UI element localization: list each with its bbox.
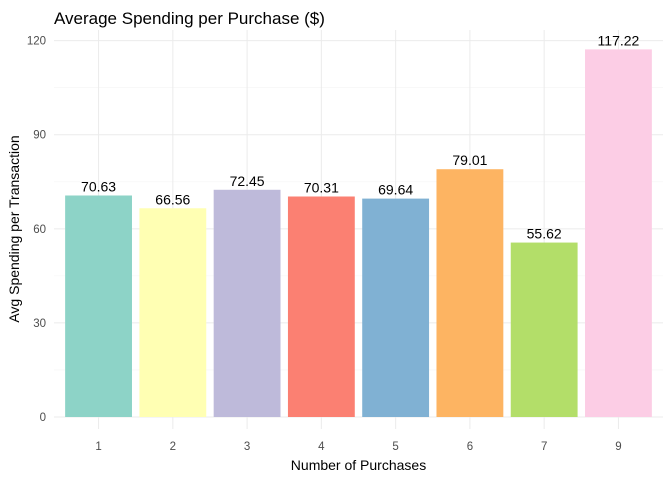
x-tick-label: 7: [541, 441, 547, 453]
data-label: 70.31: [304, 179, 339, 195]
bar: [510, 242, 578, 417]
bar: [139, 208, 207, 417]
y-tick-label: 90: [33, 130, 46, 142]
x-tick-label: 6: [467, 441, 473, 453]
y-tick-label: 60: [33, 224, 46, 236]
y-tick-label: 120: [27, 36, 46, 48]
data-label: 66.56: [155, 191, 190, 207]
x-tick-label: 4: [318, 441, 325, 453]
x-axis-ticks: 1 2 3 4 5 6 7 9: [95, 441, 621, 453]
y-tick-label: 30: [33, 318, 46, 330]
data-label: 69.64: [378, 182, 413, 198]
chart-title: Average Spending per Purchase ($): [54, 9, 325, 28]
data-label: 70.63: [81, 178, 116, 194]
bar: [287, 196, 355, 417]
data-labels: 70.63 66.56 72.45 70.31 69.64 79.01 55.62 117.2…: [81, 32, 640, 241]
bar: [213, 189, 281, 417]
y-tick-label: 0: [40, 412, 46, 424]
x-tick-label: 1: [95, 441, 101, 453]
x-axis-title: Number of Purchases: [291, 457, 426, 473]
bar: [65, 195, 132, 417]
x-tick-label: 5: [392, 441, 398, 453]
y-axis-ticks: 0 30 60 90 120: [27, 36, 46, 424]
y-axis-title: Avg Spending per Transaction: [6, 135, 22, 322]
data-label: 55.62: [527, 226, 562, 242]
x-tick-label: 2: [170, 441, 176, 453]
bars: [65, 49, 652, 418]
data-label: 79.01: [452, 152, 487, 168]
data-label: 117.22: [598, 32, 640, 48]
x-tick-label: 3: [244, 441, 250, 453]
x-tick-label: 9: [615, 441, 621, 453]
bar: [362, 198, 430, 417]
bar: [585, 49, 652, 418]
data-label: 72.45: [230, 173, 265, 189]
bar: [436, 169, 504, 417]
